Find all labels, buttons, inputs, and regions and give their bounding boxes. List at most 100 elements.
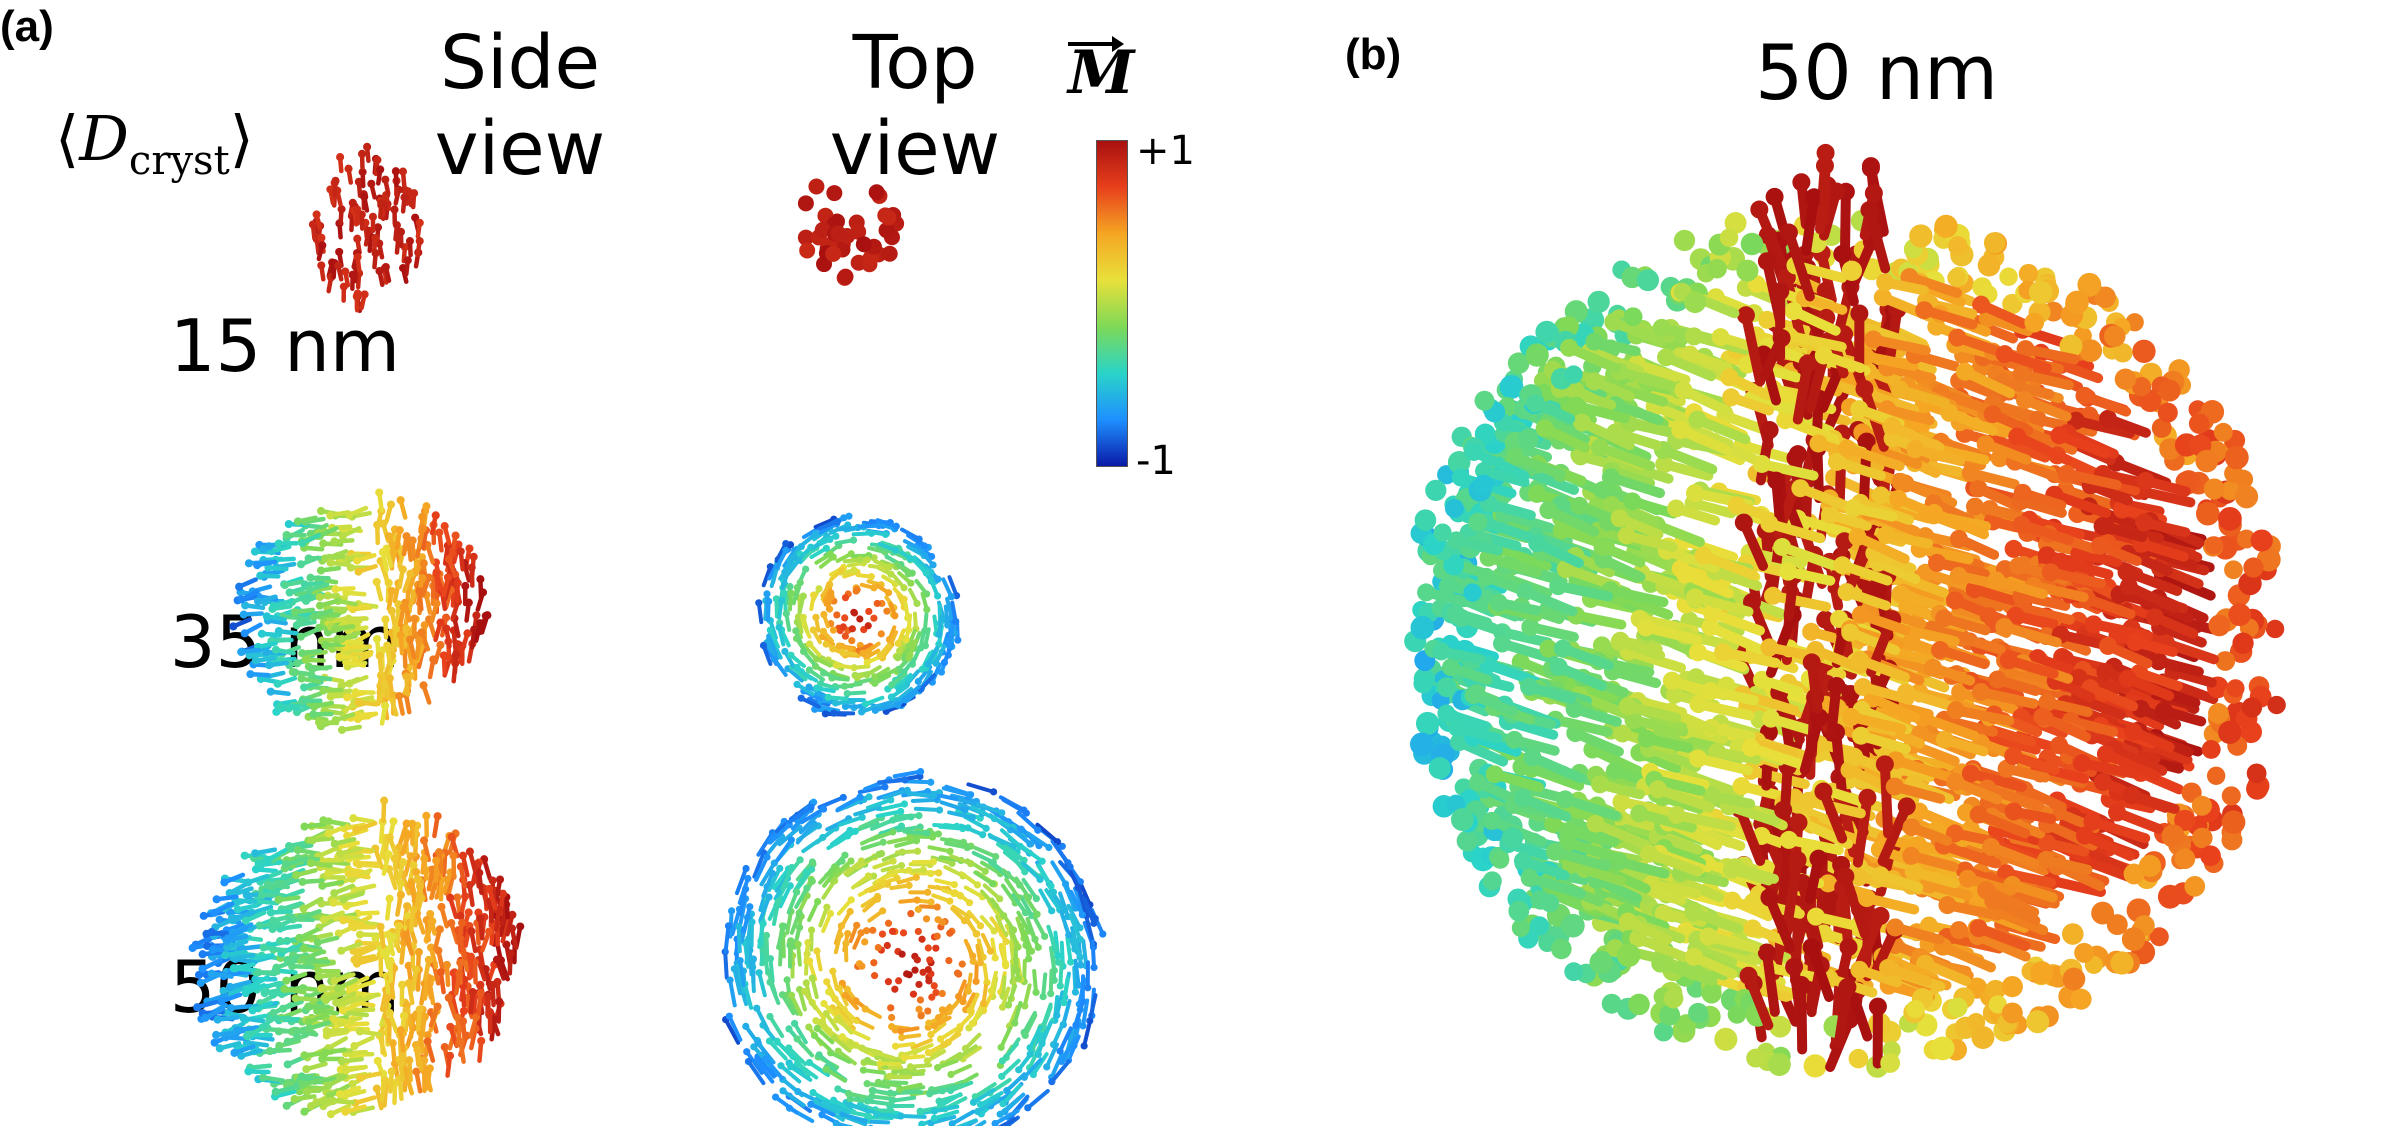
spin-arrow-head	[959, 998, 967, 1006]
row-label-15nm: 15 nm	[169, 304, 400, 388]
spin-arrow-head	[845, 1089, 853, 1098]
spin-arrow-head	[969, 1098, 978, 1106]
spin-arrow-head	[444, 554, 454, 564]
column-header-line: Side	[439, 20, 601, 106]
spin-arrow-head	[867, 573, 875, 581]
spin-arrow-head	[1041, 932, 1049, 941]
spin-arrow-head	[307, 1102, 316, 1111]
spin-arrow-head	[814, 897, 822, 906]
spin-arrow-head	[1032, 988, 1040, 996]
spin-arrow-head	[378, 548, 387, 557]
spin-arrow-head	[435, 925, 444, 934]
spin-arrow-head	[262, 648, 271, 657]
spin-arrow-head	[281, 860, 291, 869]
spin-arrow-head	[248, 1006, 257, 1015]
spin-arrow-head	[350, 1041, 359, 1051]
spin-arrow-head	[950, 880, 958, 889]
spin-arrow-head	[952, 617, 960, 626]
spin-arrow-head	[299, 904, 308, 913]
spin-arrow-head	[425, 1064, 434, 1073]
spin-arrow-head	[417, 628, 426, 637]
spin-arrow-head	[265, 661, 274, 670]
spin-arrow-head	[785, 1025, 793, 1033]
spin-arrow-head	[736, 957, 744, 965]
spin-arrow-head	[355, 930, 365, 939]
spin-arrow-head	[344, 164, 353, 173]
spin-arrow-head	[1026, 1050, 1034, 1058]
spin-arrow-head	[240, 851, 249, 860]
spin-arrow-head	[199, 911, 208, 920]
spin-arrow-head	[1027, 840, 1035, 848]
spin-arrow-head	[843, 689, 851, 698]
spin-arrow-head	[927, 898, 935, 906]
spin-arrow-head	[727, 907, 736, 915]
spin-dot	[2070, 988, 2092, 1010]
spin-arrow-head	[435, 528, 444, 537]
spin-arrow-head	[335, 1089, 344, 1099]
spin-arrow-head	[990, 788, 998, 796]
spin-arrow-head	[929, 561, 937, 569]
spin-arrow-head	[406, 569, 415, 578]
spin-arrow-head	[1000, 912, 1008, 920]
spin-arrow-head	[743, 1048, 751, 1056]
spin-arrow-head	[283, 1037, 292, 1046]
spin-arrow-head	[906, 834, 914, 842]
spin-arrow-head	[410, 614, 419, 623]
spin-arrow-head	[832, 532, 840, 540]
spin-arrow-head	[431, 511, 440, 520]
spin-arrow-head	[495, 997, 504, 1006]
spin-arrow-head	[476, 914, 485, 923]
spin-arrow-head	[837, 566, 845, 574]
spin-arrow-head	[481, 611, 490, 620]
spin-arrow-head	[300, 1051, 309, 1060]
spin-arrow-head	[488, 980, 497, 990]
spin-arrow-head	[266, 687, 275, 696]
spin-arrow-head	[337, 1057, 346, 1066]
spin-arrow-head	[314, 972, 323, 981]
spin-arrow-head	[358, 149, 367, 158]
spin-arrow-head	[775, 623, 783, 631]
spin-arrow-head	[405, 1056, 414, 1065]
spin-arrow-head	[385, 674, 394, 683]
spin-arrow-head	[755, 969, 763, 977]
spin-arrow-head	[433, 812, 442, 821]
spin-arrow-head	[1033, 910, 1041, 918]
spin-arrow-head	[799, 613, 807, 621]
spin-arrow-head	[776, 864, 784, 872]
spin-arrow-head	[795, 923, 804, 932]
spin-arrow-head	[317, 261, 326, 270]
spin-arrow-head	[1099, 930, 1107, 938]
spin-arrow-head	[376, 922, 385, 931]
spin-arrow-head	[902, 636, 910, 644]
spin-arrow-head	[298, 697, 307, 706]
spin-arrow-head	[842, 939, 850, 948]
crystal-diameter-header: ⟨Dcryst⟩	[55, 102, 254, 184]
spin-arrow-head	[766, 978, 774, 986]
spin-arrow-head	[786, 582, 794, 591]
spin-arrow-head	[271, 1087, 280, 1096]
spin-arrow-head	[241, 916, 251, 925]
spin-arrow-head	[339, 895, 348, 904]
spin-arrow-head	[964, 791, 973, 799]
spin-arrow-head	[406, 880, 415, 889]
spin-arrow-head	[844, 929, 852, 938]
spin-arrow-head	[329, 898, 338, 907]
spin-dot	[841, 614, 849, 622]
spin-dot	[865, 607, 873, 616]
spin-arrow-head	[922, 829, 931, 837]
spin-arrow-head	[269, 602, 278, 611]
spin-arrow-head	[969, 952, 977, 960]
spin-arrow-head	[395, 691, 404, 701]
spin-arrow-head	[215, 1044, 224, 1053]
spin-arrow-head	[873, 895, 882, 903]
spin-arrow-head	[1053, 1011, 1061, 1019]
spin-arrow-head	[803, 884, 811, 892]
spin-arrow-head	[256, 571, 265, 580]
magnetization-letter: M	[1068, 38, 1135, 108]
spin-arrow-head	[923, 605, 931, 614]
spin-arrow-head	[300, 1107, 309, 1116]
spin-arrow-head	[319, 539, 328, 548]
spin-arrow-head	[773, 1037, 781, 1045]
spin-arrow-head	[998, 809, 1006, 817]
spin-arrow-head	[1014, 974, 1022, 983]
